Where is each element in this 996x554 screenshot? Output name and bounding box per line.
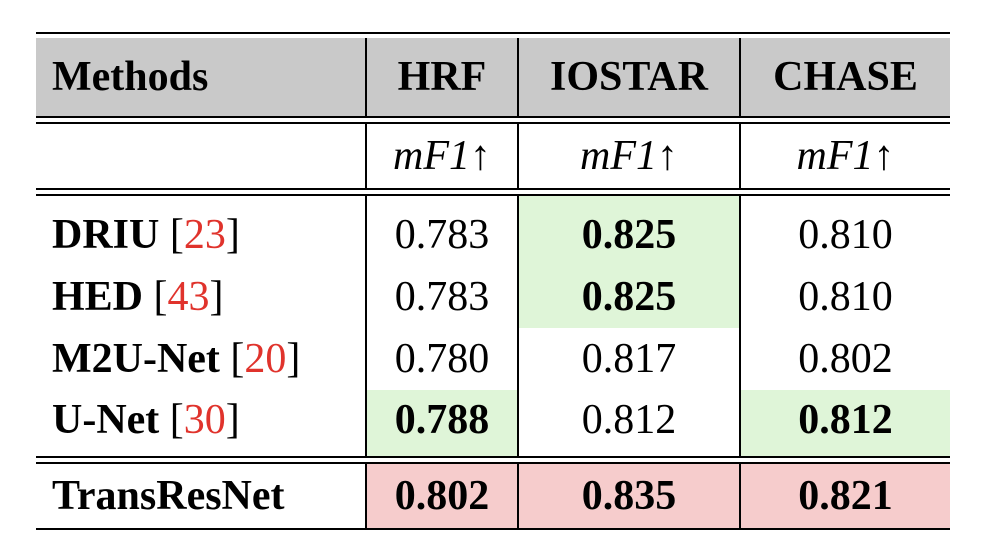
- metric-empty: [36, 124, 366, 188]
- value-chase: 0.810: [739, 266, 950, 328]
- citation-link[interactable]: 23: [183, 212, 226, 258]
- method-cell: M2U-Net [20]: [52, 336, 301, 382]
- table-row: M2U-Net [20] 0.780 0.817 0.802: [36, 328, 950, 390]
- value-chase: 0.802: [739, 328, 950, 390]
- value-chase: 0.810: [739, 196, 950, 266]
- ours-double-rule: [36, 456, 950, 464]
- method-name: M2U-Net: [52, 336, 220, 382]
- header-row: Methods HRF IOSTAR CHASE: [36, 38, 950, 116]
- citation-link[interactable]: 43: [167, 274, 210, 320]
- header-chase: CHASE: [739, 38, 950, 116]
- ours-table: TransResNet 0.802 0.835 0.821: [36, 464, 950, 528]
- table-row: DRIU [23] 0.783 0.825 0.810: [36, 196, 950, 266]
- method-cell: U-Net [30]: [52, 397, 240, 443]
- method-name: U-Net: [52, 397, 160, 443]
- citation-link[interactable]: 20: [244, 336, 287, 382]
- table-top-rule: [36, 32, 950, 34]
- ours-value-chase: 0.821: [739, 464, 950, 528]
- metric-table: mF1↑ mF1↑ mF1↑: [36, 124, 950, 188]
- header-double-rule: [36, 116, 950, 124]
- ours-method: TransResNet: [52, 473, 285, 519]
- value-iostar: 0.817: [517, 328, 740, 390]
- value-hrf: 0.780: [365, 328, 518, 390]
- method-cell: HED [43]: [52, 274, 224, 320]
- header-iostar: IOSTAR: [517, 38, 740, 116]
- metric-chase: mF1↑: [739, 124, 950, 188]
- value-hrf: 0.783: [365, 266, 518, 328]
- value-iostar: 0.812: [517, 390, 740, 456]
- method-name: DRIU: [52, 212, 160, 258]
- results-table: Methods HRF IOSTAR CHASE: [36, 38, 950, 116]
- value-hrf: 0.783: [365, 196, 518, 266]
- ours-value-hrf: 0.802: [365, 464, 518, 528]
- value-iostar-best: 0.825: [517, 266, 740, 328]
- value-iostar-best: 0.825: [517, 196, 740, 266]
- value-chase-best: 0.812: [739, 390, 950, 456]
- ours-value-iostar: 0.835: [517, 464, 740, 528]
- metric-iostar: mF1↑: [517, 124, 740, 188]
- method-cell: DRIU [23]: [52, 212, 240, 258]
- citation-link[interactable]: 30: [183, 397, 226, 443]
- ours-row: TransResNet 0.802 0.835 0.821: [36, 464, 950, 528]
- header-hrf: HRF: [365, 38, 518, 116]
- value-hrf-best: 0.788: [365, 390, 518, 456]
- metric-hrf: mF1↑: [365, 124, 518, 188]
- table-row: HED [43] 0.783 0.825 0.810: [36, 266, 950, 328]
- body-table: DRIU [23] 0.783 0.825 0.810 HED [43] 0.7…: [36, 196, 950, 456]
- table-row: U-Net [30] 0.788 0.812 0.812: [36, 390, 950, 456]
- metric-row: mF1↑ mF1↑ mF1↑: [36, 124, 950, 188]
- metric-double-rule: [36, 188, 950, 196]
- header-methods: Methods: [36, 38, 366, 116]
- table-bottom-rule: [36, 528, 950, 530]
- results-table-container: Methods HRF IOSTAR CHASE mF1↑ mF1↑ mF1↑ …: [36, 32, 950, 530]
- method-name: HED: [52, 274, 144, 320]
